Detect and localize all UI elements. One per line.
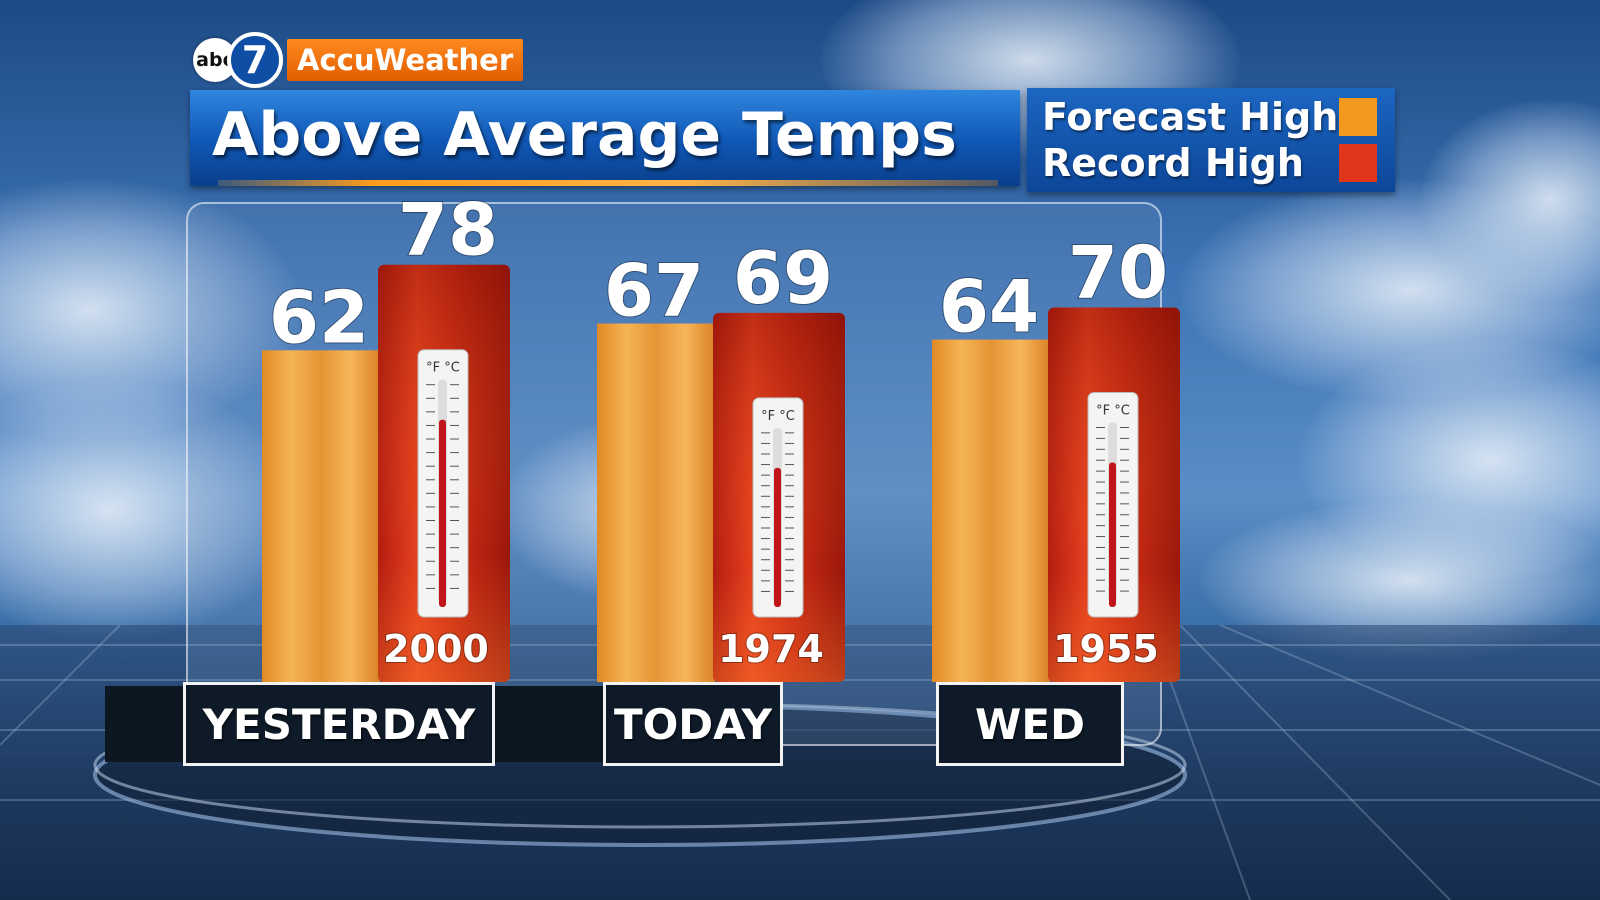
legend-item-forecast: Forecast High (1042, 95, 1382, 139)
thermometer-units: °F °C (1096, 404, 1130, 419)
record-year-today: 1974 (718, 627, 824, 671)
forecast-value-today: 67 (604, 249, 704, 333)
forecast-value-wed: 64 (939, 265, 1039, 349)
record-year-yesterday: 2000 (383, 627, 489, 671)
day-label-today: TODAY (603, 682, 783, 766)
day-label-wed: WED (936, 682, 1124, 766)
legend-label-forecast: Forecast High (1042, 95, 1339, 139)
thermometer-icon: °F °C (752, 397, 804, 618)
day-label-yesterday: YESTERDAY (183, 682, 495, 766)
forecast-value-yesterday: 62 (269, 275, 369, 359)
floor-reflection (0, 720, 1600, 810)
station-logo: abc 7 AccuWeather (193, 32, 524, 88)
legend-swatch-forecast (1339, 98, 1377, 136)
day-label-strip (575, 686, 605, 762)
legend-item-record: Record High (1042, 141, 1382, 185)
forecast-bar-yesterday (262, 350, 380, 682)
record-value-today: 69 (733, 236, 833, 320)
title-banner: Above Average Temps (190, 90, 1020, 186)
record-value-yesterday: 78 (398, 188, 498, 272)
thermometer-units: °F °C (761, 409, 795, 424)
abc-logo: abc (193, 38, 237, 82)
thermometer-icon: °F °C (417, 349, 469, 618)
channel-7-logo: 7 (227, 32, 283, 88)
accuweather-badge: AccuWeather (287, 39, 524, 81)
legend: Forecast High Record High (1027, 88, 1395, 192)
legend-label-record: Record High (1042, 141, 1304, 185)
record-year-wed: 1955 (1053, 627, 1159, 671)
record-value-wed: 70 (1068, 231, 1168, 315)
forecast-bar-wed (932, 339, 1050, 682)
title-underline-glow (218, 180, 998, 186)
thermometer-icon: °F °C (1087, 392, 1139, 618)
thermometer-units: °F °C (426, 361, 460, 376)
forecast-bar-today (597, 323, 715, 682)
legend-swatch-record (1339, 144, 1377, 182)
chart-title: Above Average Temps (212, 100, 957, 170)
